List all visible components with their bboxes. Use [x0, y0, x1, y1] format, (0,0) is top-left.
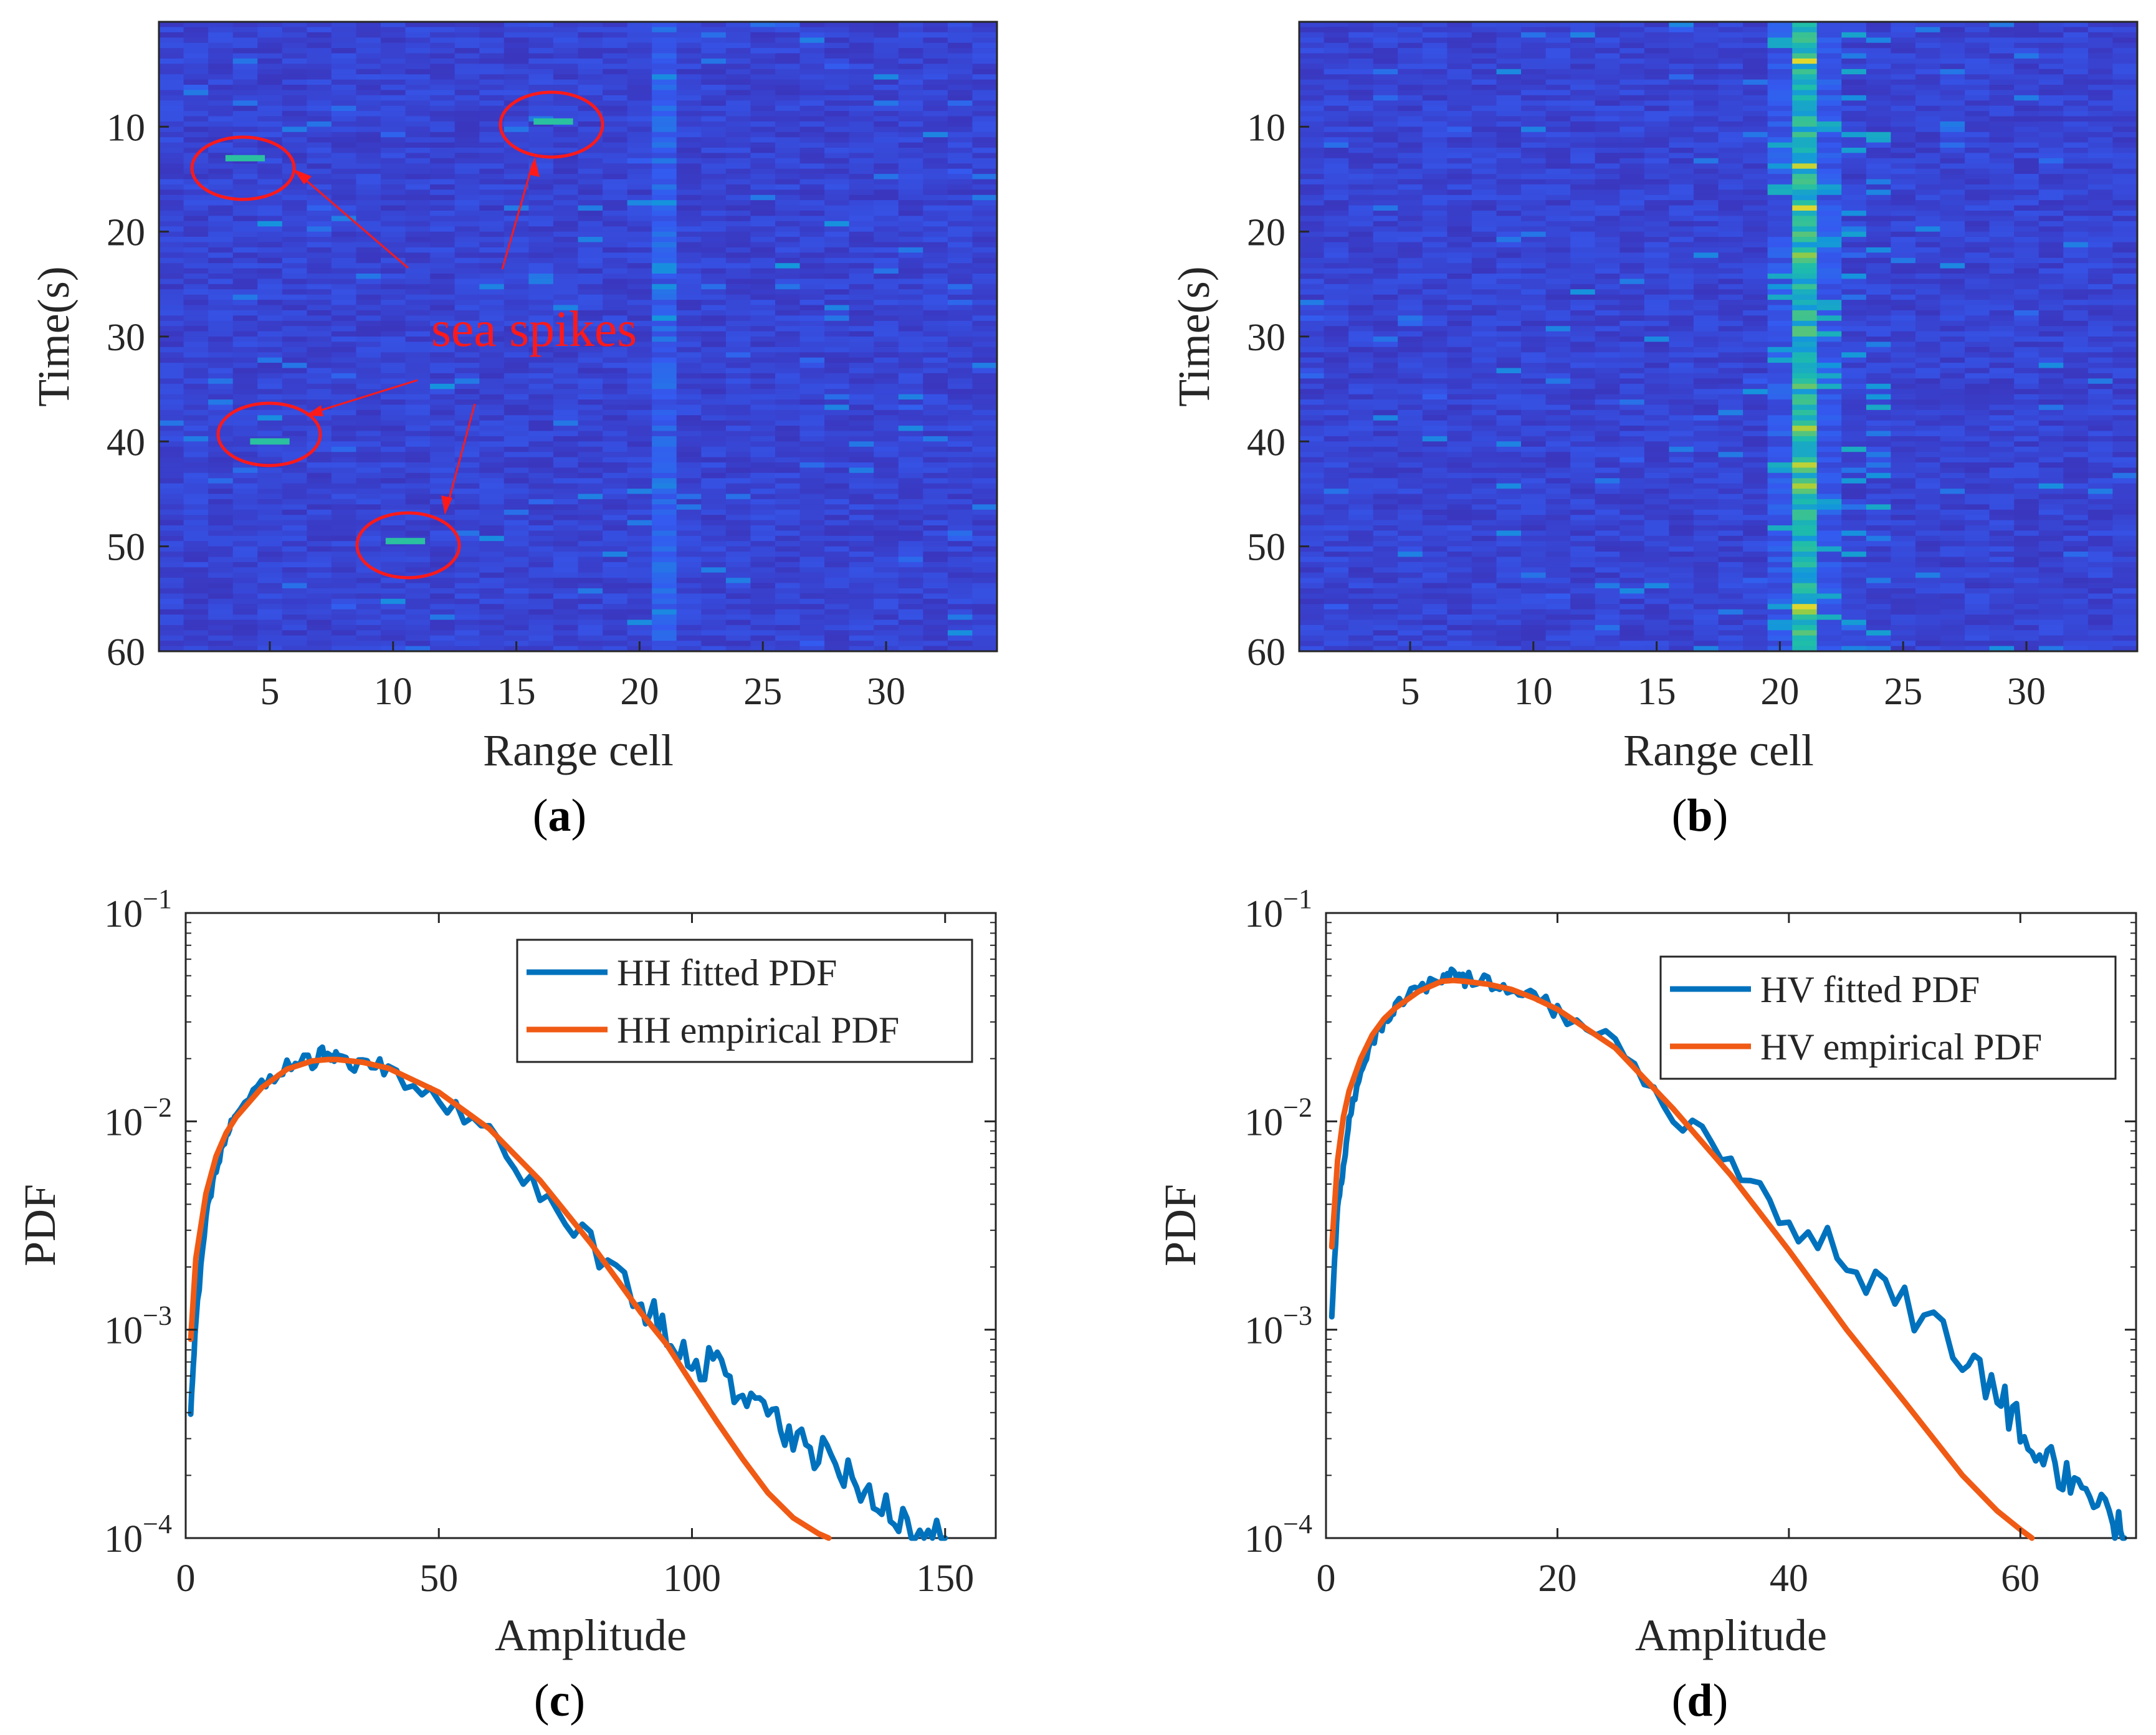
x-axis-label-c: Amplitude: [495, 1610, 687, 1660]
y-tick-label: 10−3: [104, 1301, 172, 1352]
x-ticks-c: 0 50 100 150: [176, 913, 974, 1600]
x-tick-label: 40: [1770, 1557, 1808, 1600]
y-tick-label: 60: [1247, 631, 1285, 674]
spike-arrow-1: [297, 172, 409, 269]
x-tick-label: 20: [1760, 671, 1799, 713]
heatmap-a-cells: [159, 22, 998, 652]
y-tick-label: 40: [107, 421, 145, 464]
x-tick-label: 10: [1514, 671, 1553, 713]
y-axis-label-d: PDF: [1155, 1184, 1205, 1266]
x-tick-label: 20: [620, 671, 659, 713]
y-tick-label: 40: [1247, 421, 1285, 464]
sea-spikes-label: sea spikes: [431, 300, 637, 357]
spike-arrowhead-4: [441, 495, 452, 515]
y-tick-label: 20: [1247, 212, 1285, 254]
x-ticks-d: 0 20 40 60: [1317, 913, 2039, 1600]
lines-c: [188, 1044, 948, 1541]
x-tick-label: 30: [867, 671, 905, 713]
x-tick-label: 30: [2007, 671, 2046, 713]
x-tick-label: 20: [1538, 1557, 1576, 1600]
lines-d: [1328, 966, 2127, 1541]
x-axis-label-a: Range cell: [483, 725, 674, 775]
panel-a: 5 10 15 20 25 30 10 20 30 40 50 60 Range cell Time…: [29, 21, 998, 841]
y-tick-label: 50: [1247, 527, 1285, 569]
y-axis-label-c: PDF: [15, 1184, 65, 1266]
panel-b: 5 10 15 20 25 30 10 20 30 40 50 60 Range cell Time…: [1169, 21, 2139, 841]
y-tick-label: 60: [107, 631, 145, 674]
x-tick-label: 0: [176, 1557, 196, 1600]
panel-c: 0 50 100 150 10−4 10−3 10−2 10−1 HH fitted PDF…: [15, 884, 997, 1726]
y-axis-label-a: Time(s): [29, 266, 79, 406]
x-axis-label-d: Amplitude: [1635, 1610, 1827, 1660]
panel-label-a: (a): [533, 790, 586, 841]
y-tick-label: 30: [107, 317, 145, 359]
spike-circle-1: [190, 135, 296, 201]
y-tick-label: 10−2: [104, 1092, 172, 1144]
x-tick-label: 100: [663, 1557, 721, 1600]
legend-label-hv-fitted: HV fitted PDF: [1760, 969, 1980, 1010]
y-axis-label-b: Time(s): [1169, 266, 1219, 406]
sea-spike-cell: [250, 438, 290, 445]
spike-arrowhead-2: [528, 157, 540, 177]
x-axis-label-b: Range cell: [1623, 725, 1814, 775]
y-tick-label: 10−4: [104, 1509, 172, 1561]
spike-arrowhead-1: [293, 169, 312, 184]
y-tick-label: 10−2: [1244, 1092, 1312, 1144]
y-tick-label: 10: [107, 107, 145, 149]
spike-arrow-3: [311, 379, 418, 414]
panel-d: 0 20 40 60 10−4 10−3 10−2 10−1 HV fitted PDF H…: [1155, 884, 2137, 1726]
y-tick-label: 20: [107, 212, 145, 254]
heatmap-a: [159, 22, 998, 652]
x-tick-label: 25: [1884, 671, 1922, 713]
spike-arrow-2: [501, 163, 534, 270]
y-ticks-a: 10 20 30 40 50 60: [107, 107, 169, 674]
y-tick-label: 10−1: [104, 884, 172, 935]
y-ticks-b: 10 20 30 40 50 60: [1247, 107, 1309, 674]
heatmap-b: [1299, 22, 2138, 652]
y-tick-label: 10−3: [1244, 1301, 1312, 1352]
x-tick-label: 150: [916, 1557, 974, 1600]
sea-spike-annotations: sea spikes: [190, 90, 637, 580]
panel-label-b: (b): [1672, 790, 1728, 841]
sea-spike-cell: [533, 118, 573, 125]
x-tick-label: 15: [497, 671, 536, 713]
series-line-empirical: [188, 1056, 832, 1541]
y-tick-label: 10: [1247, 107, 1285, 149]
x-tick-label: 15: [1638, 671, 1676, 713]
y-tick-label: 50: [107, 527, 145, 569]
y-ticks-d: 10−4 10−3 10−2 10−1: [1244, 884, 2136, 1561]
spike-circle-3: [216, 401, 322, 467]
legend-label-hh-empirical: HH empirical PDF: [617, 1010, 899, 1051]
spike-arrowhead-3: [305, 405, 323, 416]
x-ticks-b: 5 10 15 20 25 30: [1401, 641, 2046, 713]
y-tick-label: 30: [1247, 317, 1285, 359]
x-ticks-a: 5 10 15 20 25 30: [260, 641, 905, 713]
x-tick-label: 10: [374, 671, 413, 713]
legend-c: HH fitted PDF HH empirical PDF: [516, 939, 973, 1063]
legend-label-hh-fitted: HH fitted PDF: [617, 952, 837, 993]
x-tick-label: 5: [1401, 671, 1420, 713]
spike-circle-2: [498, 90, 604, 159]
y-tick-label: 10−1: [1244, 884, 1312, 935]
x-tick-label: 0: [1317, 1557, 1336, 1600]
x-tick-label: 25: [743, 671, 782, 713]
heatmap-b-cells: [1299, 22, 2138, 652]
legend-d: HV fitted PDF HV empirical PDF: [1659, 955, 2117, 1080]
legend-label-hv-empirical: HV empirical PDF: [1760, 1026, 2042, 1068]
panel-label-c: (c): [534, 1675, 585, 1726]
x-tick-label: 60: [2001, 1557, 2039, 1600]
spike-arrow-4: [446, 403, 476, 509]
y-ticks-c: 10−4 10−3 10−2 10−1: [104, 884, 996, 1561]
spike-circle-4: [355, 511, 461, 580]
panel-label-d: (d): [1672, 1675, 1728, 1726]
x-tick-label: 5: [260, 671, 280, 713]
sea-spike-cell: [225, 155, 265, 161]
series-line-empirical: [1328, 977, 2035, 1541]
sea-spike-cell: [385, 538, 426, 545]
y-tick-label: 10−4: [1244, 1509, 1312, 1561]
x-tick-label: 50: [419, 1557, 458, 1600]
